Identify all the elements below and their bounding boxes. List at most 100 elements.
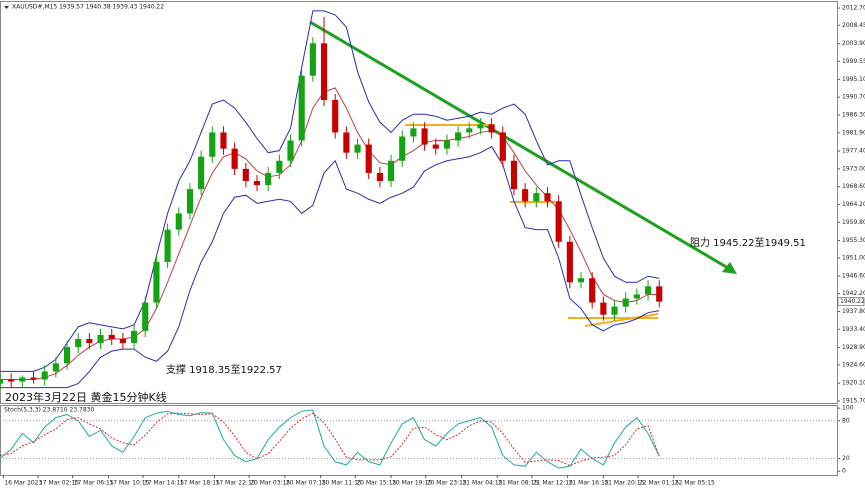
- candle-body: [287, 140, 294, 161]
- trend-line: [309, 20, 729, 270]
- candle-body: [455, 132, 462, 141]
- candle-body: [276, 160, 283, 173]
- candle-body: [265, 172, 272, 186]
- y-tick-label: 1959.80: [842, 219, 865, 226]
- y-tick-label: 1951.00: [842, 254, 865, 261]
- x-tick-label: 21 Mar 04:15: [462, 480, 502, 487]
- stoch-title: Stoch(5,3,3) 23.8710 23.7830: [4, 407, 95, 414]
- candle-body: [656, 286, 663, 302]
- x-tick-label: 21 Mar 20:15: [604, 480, 644, 487]
- caption: 2023年3月22日 黄金15分钟K线: [5, 390, 167, 404]
- candle-body: [97, 334, 104, 344]
- candle-body: [108, 334, 115, 340]
- candle-body: [376, 172, 383, 182]
- y-tick-label: 2012.70: [842, 5, 865, 12]
- resistance-label: 阻力 1945.22至1949.51: [690, 236, 806, 249]
- candle-body: [365, 144, 372, 173]
- x-tick-label: 16 Mar 2023: [4, 480, 42, 487]
- x-tick-label: 20 Mar 11:15: [322, 480, 362, 487]
- x-tick-label: 17 Mar 02:15: [39, 480, 79, 487]
- candle-body: [75, 339, 82, 348]
- price-tag: 1940.22: [840, 298, 865, 305]
- y-tick-label: 1942.20: [842, 290, 865, 297]
- candle-body: [577, 278, 585, 283]
- x-tick-label: 17 Mar 22:15: [216, 480, 256, 487]
- y-tick-label: 1920.10: [842, 380, 865, 387]
- candle-body: [0, 379, 4, 384]
- candle-body: [644, 286, 652, 295]
- candle-body: [399, 136, 406, 161]
- chart-title: XAUUSD#,M15 1939.57 1940.38 1939.43 1940…: [12, 4, 164, 11]
- trend-arrow: [722, 262, 737, 274]
- candle-body: [633, 294, 640, 299]
- candle-body: [242, 168, 249, 182]
- candle-body: [622, 298, 629, 307]
- x-tick-label: 20 Mar 07:15: [286, 480, 326, 487]
- stoch-line: [0, 409, 660, 469]
- y-tick-label: 1924.60: [842, 361, 865, 368]
- candle-body: [544, 193, 551, 202]
- y-tick-label: 1928.90: [842, 344, 865, 351]
- candle-body: [298, 75, 305, 141]
- y-tick-label: 80: [842, 417, 850, 424]
- y-tick-label: 1937.80: [842, 308, 865, 315]
- candle-body: [566, 241, 573, 283]
- x-tick-label: 17 Mar 06:15: [74, 480, 114, 487]
- candle-body: [142, 302, 149, 331]
- candle-body: [63, 347, 71, 364]
- candle-body: [131, 330, 138, 344]
- candle-body: [119, 339, 126, 344]
- candle-body: [510, 160, 518, 190]
- support-label: 支撑 1918.35至1922.57: [166, 363, 282, 376]
- x-tick-label: 17 Mar 10:15: [109, 480, 149, 487]
- y-tick-label: 1986.30: [842, 112, 865, 119]
- candle-body: [466, 128, 473, 133]
- y-tick-label: 1964.20: [842, 201, 865, 208]
- candle-body: [499, 132, 506, 161]
- x-tick-label: 17 Mar 14:15: [144, 480, 184, 487]
- y-tick-label: 1977.40: [842, 148, 865, 155]
- candle-body: [522, 189, 529, 202]
- candle-body: [387, 160, 395, 182]
- candle-body: [432, 144, 439, 149]
- candle-body: [209, 132, 216, 157]
- price-panel: [0, 1, 838, 404]
- band-upper: [0, 10, 660, 372]
- x-tick-label: 20 Mar 19:15: [392, 480, 432, 487]
- zone-line: [584, 313, 659, 327]
- candle-body: [186, 189, 194, 214]
- candle-body: [164, 229, 171, 263]
- candle-body: [410, 128, 417, 137]
- y-tick-label: 0: [842, 468, 846, 475]
- stoch-panel: [0, 405, 838, 476]
- candle-body: [488, 124, 495, 133]
- candle-body: [175, 213, 182, 230]
- y-tick-label: 100: [842, 405, 854, 412]
- x-tick-label: 22 Mar 05:15: [675, 480, 715, 487]
- candle-body: [332, 100, 339, 133]
- candle-body: [343, 132, 350, 153]
- candle-body: [320, 43, 328, 101]
- candle-body: [309, 43, 316, 76]
- candle-body: [52, 363, 59, 372]
- candle-body: [443, 140, 451, 149]
- candle-body: [253, 181, 261, 186]
- candle-body: [19, 377, 26, 382]
- candle-body: [477, 124, 484, 129]
- stoch-line: [0, 412, 660, 467]
- y-tick-label: 1946.60: [842, 272, 865, 279]
- candle-body: [533, 193, 540, 202]
- y-tick-label: 1915.70: [842, 397, 865, 404]
- candle-body: [30, 377, 37, 380]
- x-tick-label: 21 Mar 08:15: [498, 480, 538, 487]
- candle-body: [421, 128, 428, 145]
- candle-body: [220, 132, 227, 149]
- x-tick-label: 22 Mar 01:15: [639, 480, 679, 487]
- candle-body: [231, 148, 238, 169]
- y-tick-label: 1981.90: [842, 129, 865, 136]
- y-tick-label: 1968.60: [842, 183, 865, 190]
- y-tick-label: 1955.30: [842, 237, 865, 244]
- x-tick-label: 20 Mar 03:15: [250, 480, 290, 487]
- candle-body: [153, 262, 160, 303]
